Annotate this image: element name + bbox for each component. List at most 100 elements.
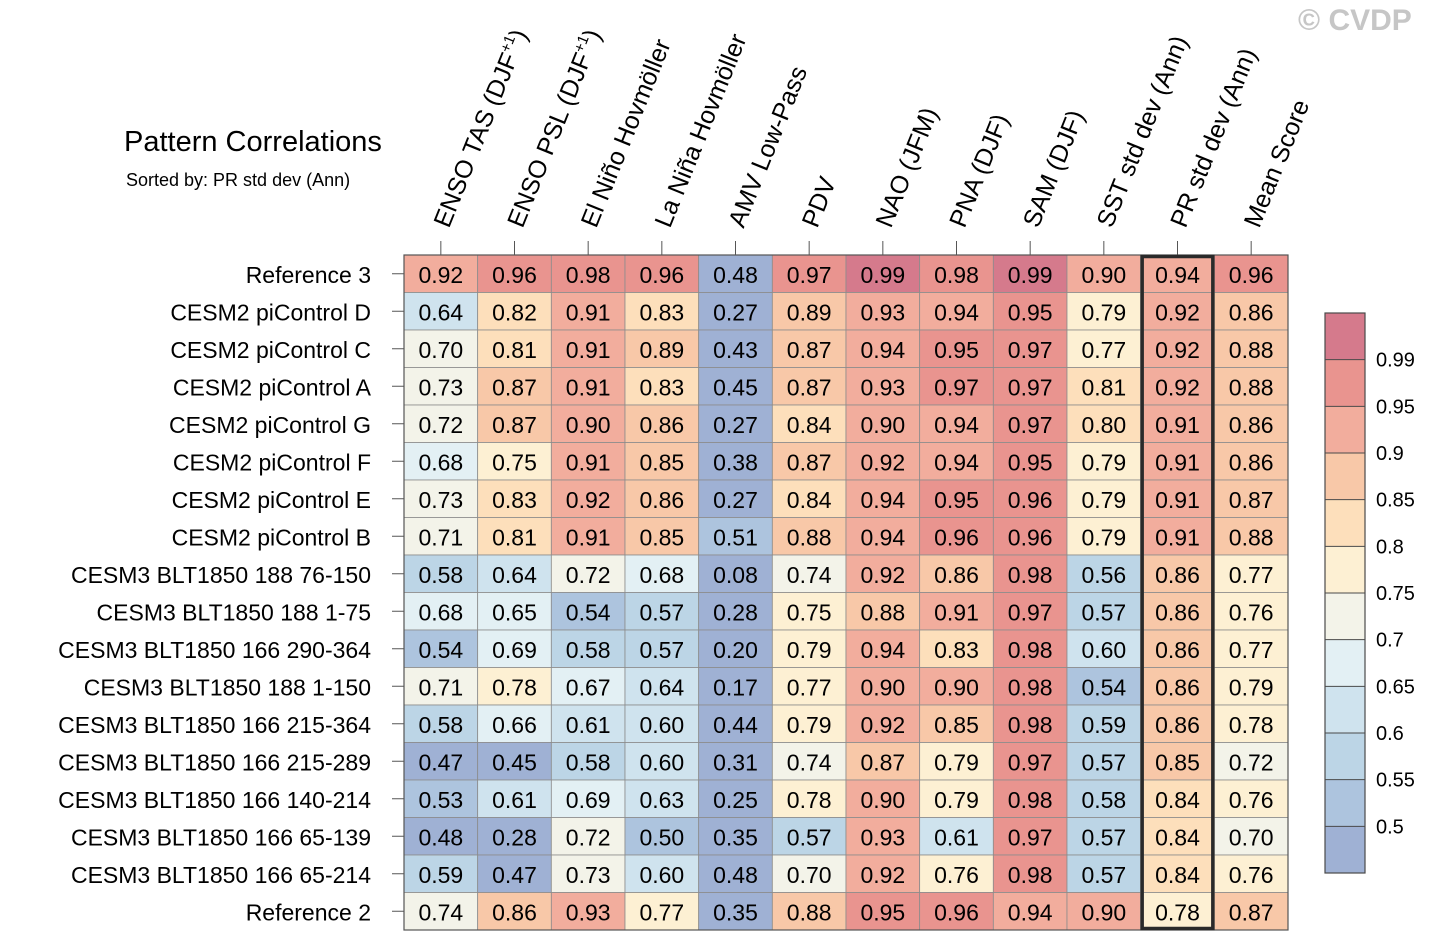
cell-value-label: 0.95	[934, 487, 979, 513]
colorbar-tick-label: 0.75	[1376, 583, 1415, 605]
cell-value-label: 0.35	[713, 824, 758, 850]
row-label: CESM2 piControl E	[172, 487, 371, 513]
heatmap-cell	[992, 592, 1068, 631]
heatmap-cell	[550, 592, 626, 631]
heatmap-cell	[550, 554, 626, 593]
heatmap-cell	[771, 817, 847, 856]
colorbar-tick-label: 0.99	[1376, 350, 1415, 372]
cell-value-label: 0.83	[639, 299, 684, 325]
cell-value-label: 0.97	[1008, 824, 1053, 850]
row-label: CESM3 BLT1850 166 65-214	[71, 862, 371, 888]
heatmap-cell	[403, 779, 479, 818]
cell-value-label: 0.96	[934, 524, 979, 550]
heatmap-cell	[1066, 742, 1142, 781]
cell-value-label: 0.96	[1229, 262, 1274, 288]
heatmap-cell	[1066, 329, 1142, 368]
cell-value-label: 0.59	[1081, 712, 1126, 738]
cell-value-label: 0.69	[566, 787, 611, 813]
heatmap-cell	[1213, 479, 1289, 518]
heatmap-cell	[919, 742, 994, 781]
heatmap-cell	[698, 479, 773, 518]
colorbar-bin	[1325, 639, 1365, 687]
cell-value-label: 0.92	[1155, 374, 1200, 400]
heatmap-cell	[1140, 442, 1215, 481]
cell-value-label: 0.97	[1008, 374, 1053, 400]
cell-value-label: 0.64	[492, 562, 537, 588]
heatmap-cell	[1213, 892, 1289, 931]
cell-value-label: 0.79	[787, 712, 832, 738]
cell-value-label: 0.68	[639, 562, 684, 588]
cell-value-label: 0.65	[492, 599, 537, 625]
colorbar-bin	[1325, 313, 1365, 360]
heatmap-cell	[477, 367, 552, 406]
cell-value-label: 0.98	[1008, 787, 1053, 813]
heatmap-cell	[1140, 404, 1215, 443]
colorbar-tick-label: 0.85	[1376, 490, 1415, 512]
heatmap-cell	[550, 367, 626, 406]
heatmap-cell	[698, 404, 773, 443]
heatmap-cell	[1140, 667, 1215, 706]
cell-value-label: 0.90	[860, 412, 905, 438]
heatmap-cell	[1213, 254, 1289, 293]
cell-value-label: 0.94	[860, 637, 905, 663]
column-label: AMV Low-Pass	[723, 62, 813, 231]
heatmap-cell	[992, 892, 1068, 931]
heatmap-cell	[1066, 479, 1142, 518]
cell-value-label: 0.56	[1081, 562, 1126, 588]
heatmap-cell	[919, 517, 994, 556]
heatmap-cell	[845, 592, 921, 631]
heatmap-cell	[771, 292, 847, 331]
heatmap-cell	[550, 329, 626, 368]
chart-subtitle: Sorted by: PR std dev (Ann)	[126, 170, 351, 190]
cell-value-label: 0.86	[1155, 637, 1200, 663]
colorbar-tick-label: 0.65	[1376, 676, 1415, 698]
cell-value-label: 0.88	[1229, 524, 1274, 550]
cell-value-label: 0.90	[934, 674, 979, 700]
heatmap-cell	[624, 404, 700, 443]
cell-value-label: 0.57	[1081, 824, 1126, 850]
cell-value-label: 0.91	[1155, 449, 1200, 475]
cell-value-label: 0.31	[713, 749, 758, 775]
cell-value-label: 0.97	[1008, 412, 1053, 438]
cell-value-label: 0.91	[566, 299, 611, 325]
column-label: Mean Score	[1239, 96, 1315, 231]
heatmap-cell	[477, 704, 552, 743]
heatmap-cell	[403, 442, 479, 481]
cell-value-label: 0.66	[492, 712, 537, 738]
cell-value-label: 0.91	[1155, 524, 1200, 550]
cell-value-label: 0.95	[1008, 299, 1053, 325]
heatmap-cell	[698, 292, 773, 331]
cell-value-label: 0.87	[787, 449, 832, 475]
column-label: NAO (JFM)	[870, 104, 943, 232]
heatmap-cell	[1140, 592, 1215, 631]
cell-value-label: 0.47	[492, 862, 537, 888]
cell-value-label: 0.74	[787, 749, 832, 775]
row-label: CESM2 piControl G	[169, 412, 371, 438]
cell-value-label: 0.25	[713, 787, 758, 813]
cell-value-label: 0.96	[639, 262, 684, 288]
cell-value-label: 0.77	[1081, 337, 1126, 363]
cell-value-label: 0.73	[566, 862, 611, 888]
cell-value-label: 0.94	[860, 337, 905, 363]
colorbar-border	[1324, 312, 1366, 874]
cell-value-label: 0.92	[860, 449, 905, 475]
colorbar-tick-label: 0.7	[1376, 630, 1404, 652]
cell-value-label: 0.90	[566, 412, 611, 438]
cell-value-label: 0.92	[860, 712, 905, 738]
row-label: CESM2 piControl D	[170, 299, 371, 325]
cell-value-label: 0.84	[1155, 862, 1200, 888]
cell-value-label: 0.61	[934, 824, 979, 850]
cell-value-label: 0.44	[713, 712, 758, 738]
row-label: CESM2 piControl B	[172, 524, 371, 550]
cell-value-label: 0.75	[492, 449, 537, 475]
cell-value-label: 0.93	[566, 899, 611, 925]
cell-value-label: 0.20	[713, 637, 758, 663]
heatmap-cell	[771, 442, 847, 481]
heatmap-cell	[1140, 254, 1215, 293]
cell-value-label: 0.87	[787, 337, 832, 363]
cell-value-label: 0.91	[934, 599, 979, 625]
cell-value-label: 0.61	[566, 712, 611, 738]
cell-value-label: 0.79	[1081, 524, 1126, 550]
cell-value-label: 0.90	[1081, 899, 1126, 925]
